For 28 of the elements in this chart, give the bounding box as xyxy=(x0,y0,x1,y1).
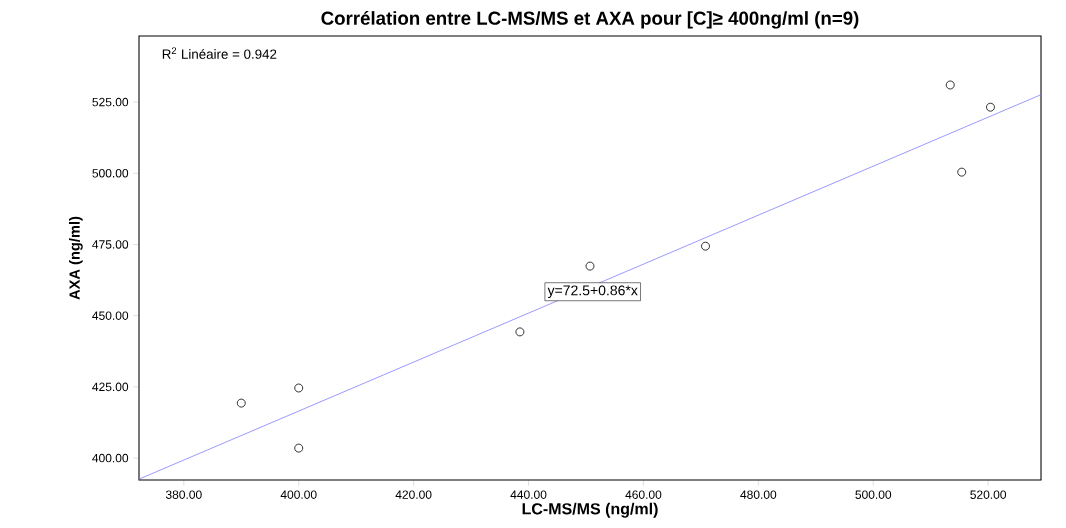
y-tick-label: 400.00 xyxy=(92,453,129,463)
x-tick-label: 400.00 xyxy=(280,490,317,499)
x-tick-label: 500.00 xyxy=(855,490,892,499)
y-tick-label: 500.00 xyxy=(92,169,129,178)
x-axis-title: LC-MS/MS (ng/ml) xyxy=(522,502,658,518)
point xyxy=(957,167,967,177)
chart-title: Corrélation entre LC-MS/MS et AXA pour [C]≥ 400ng/ml (n=9) xyxy=(321,10,859,29)
annotation: R$^{2}$ Linéaire = 0.942 xyxy=(162,47,277,59)
point xyxy=(701,241,710,251)
y-tick-label: 475.00 xyxy=(92,240,129,249)
point xyxy=(986,102,995,112)
x-tick-label: 380.00 xyxy=(165,490,202,499)
x-tick-label: 520.00 xyxy=(970,490,1007,499)
y-axis-title: AXA (ng/ml) xyxy=(69,216,83,300)
point xyxy=(236,398,246,408)
point xyxy=(294,443,304,453)
point xyxy=(515,327,525,337)
x-tick-label: 480.00 xyxy=(740,490,777,499)
y-tick-label: 450.00 xyxy=(92,311,129,320)
point xyxy=(585,261,595,271)
annotation: y=72.5+0.86*x xyxy=(547,285,638,299)
y-tick-label: 525.00 xyxy=(92,97,129,107)
x-tick-label: 440.00 xyxy=(510,490,547,499)
x-tick-label: 420.00 xyxy=(395,490,432,499)
point xyxy=(294,383,304,393)
point xyxy=(945,80,955,90)
x-tick-label: 460.00 xyxy=(625,490,662,499)
y-tick-label: 425.00 xyxy=(92,382,129,392)
